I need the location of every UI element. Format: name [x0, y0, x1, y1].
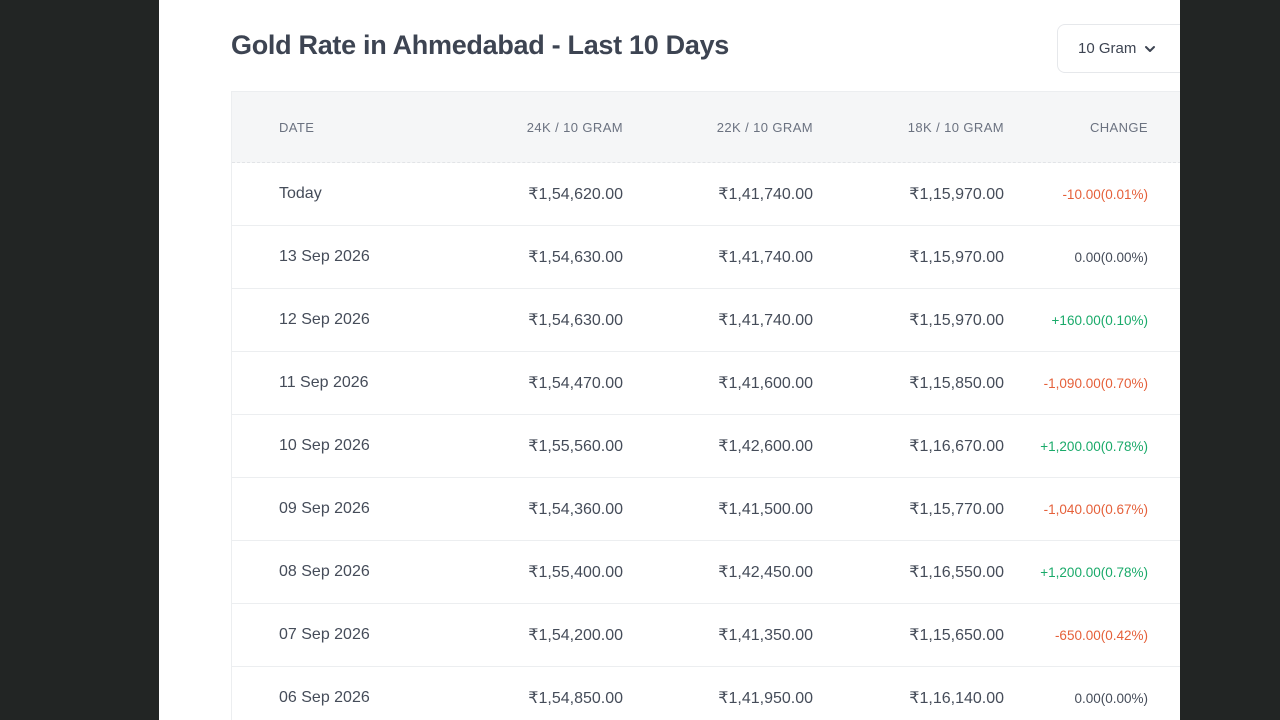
row-change: +160.00(0.10%)	[1051, 312, 1148, 328]
row-date: 13 Sep 2026	[279, 248, 370, 265]
row-24k-price: ₹1,54,200.00	[528, 627, 623, 644]
chevron-down-icon	[1145, 45, 1156, 52]
row-change: +1,200.00(0.78%)	[1040, 438, 1148, 454]
row-date: 07 Sep 2026	[279, 626, 370, 643]
row-change: 0.00(0.00%)	[1074, 249, 1148, 265]
row-date: Today	[279, 185, 322, 202]
row-22k-price: ₹1,41,740.00	[718, 249, 813, 266]
header-22k: 22K / 10 GRAM	[716, 119, 813, 135]
unit-select-dropdown[interactable]: 10 Gram	[1057, 24, 1180, 73]
row-18k-price: ₹1,15,970.00	[909, 312, 1004, 329]
row-22k-price: ₹1,41,950.00	[718, 690, 813, 707]
row-24k-price: ₹1,54,850.00	[528, 690, 623, 707]
page-title: Gold Rate in Ahmedabad - Last 10 Days	[231, 30, 730, 60]
table-row: 08 Sep 2026 ₹1,55,400.00 ₹1,42,450.00 ₹1,16…	[232, 541, 1180, 604]
row-change: -1,090.00(0.70%)	[1043, 375, 1148, 391]
table-row: 07 Sep 2026 ₹1,54,200.00 ₹1,41,350.00 ₹1,15…	[232, 604, 1180, 667]
header-date: DATE	[279, 119, 315, 135]
table-row: Today ₹1,54,620.00 ₹1,41,740.00 ₹1,15,970.0…	[232, 163, 1180, 226]
table-row: 06 Sep 2026 ₹1,54,850.00 ₹1,41,950.00 ₹1,16…	[232, 667, 1180, 720]
row-24k-price: ₹1,55,560.00	[528, 438, 623, 455]
row-24k-price: ₹1,54,360.00	[528, 501, 623, 518]
table-row: 10 Sep 2026 ₹1,55,560.00 ₹1,42,600.00 ₹1,16…	[232, 415, 1180, 478]
table-header: DATE 24K / 10 GRAM 22K / 10 GRAM 18K / 1…	[232, 92, 1180, 163]
row-date: 08 Sep 2026	[279, 563, 370, 580]
row-18k-price: ₹1,15,970.00	[909, 186, 1004, 203]
row-22k-price: ₹1,41,350.00	[718, 627, 813, 644]
row-24k-price: ₹1,55,400.00	[528, 564, 623, 581]
row-18k-price: ₹1,16,550.00	[909, 564, 1004, 581]
row-22k-price: ₹1,42,450.00	[718, 564, 813, 581]
row-date: 12 Sep 2026	[279, 311, 370, 328]
row-change: 0.00(0.00%)	[1074, 690, 1148, 706]
row-change: -1,040.00(0.67%)	[1043, 501, 1148, 517]
row-date: 11 Sep 2026	[279, 374, 369, 391]
table-row: 11 Sep 2026 ₹1,54,470.00 ₹1,41,600.00 ₹1,15…	[232, 352, 1180, 415]
row-22k-price: ₹1,41,740.00	[718, 312, 813, 329]
header-18k: 18K / 10 GRAM	[907, 119, 1004, 135]
row-24k-price: ₹1,54,630.00	[528, 312, 623, 329]
row-date: 09 Sep 2026	[279, 500, 370, 517]
row-22k-price: ₹1,41,740.00	[718, 186, 813, 203]
row-18k-price: ₹1,16,140.00	[909, 690, 1004, 707]
row-change: -10.00(0.01%)	[1062, 186, 1148, 202]
table-row: 12 Sep 2026 ₹1,54,630.00 ₹1,41,740.00 ₹1,15…	[232, 289, 1180, 352]
row-date: 06 Sep 2026	[279, 689, 370, 706]
row-22k-price: ₹1,41,600.00	[718, 375, 813, 392]
gold-rate-table: DATE 24K / 10 GRAM 22K / 10 GRAM 18K / 1…	[231, 91, 1180, 720]
table-row: 13 Sep 2026 ₹1,54,630.00 ₹1,41,740.00 ₹1,15…	[232, 226, 1180, 289]
row-22k-price: ₹1,41,500.00	[718, 501, 813, 518]
row-change: -650.00(0.42%)	[1054, 627, 1148, 643]
row-18k-price: ₹1,15,850.00	[909, 375, 1004, 392]
table-body: Today ₹1,54,620.00 ₹1,41,740.00 ₹1,15,970.0…	[232, 163, 1180, 720]
row-18k-price: ₹1,15,770.00	[909, 501, 1004, 518]
table-row: 09 Sep 2026 ₹1,54,360.00 ₹1,41,500.00 ₹1,15…	[232, 478, 1180, 541]
row-change: +1,200.00(0.78%)	[1040, 564, 1148, 580]
row-24k-price: ₹1,54,470.00	[528, 375, 623, 392]
row-22k-price: ₹1,42,600.00	[718, 438, 813, 455]
unit-select-value: 10 Gram	[1078, 40, 1137, 57]
row-18k-price: ₹1,16,670.00	[909, 438, 1004, 455]
header-change: CHANGE	[1089, 119, 1148, 135]
page-card: Gold Rate in Ahmedabad - Last 10 Days 10…	[159, 0, 1180, 720]
row-18k-price: ₹1,15,650.00	[909, 627, 1004, 644]
row-18k-price: ₹1,15,970.00	[909, 249, 1004, 266]
header-24k: 24K / 10 GRAM	[526, 119, 623, 135]
row-date: 10 Sep 2026	[279, 437, 370, 454]
row-24k-price: ₹1,54,630.00	[528, 249, 623, 266]
row-24k-price: ₹1,54,620.00	[528, 186, 623, 203]
